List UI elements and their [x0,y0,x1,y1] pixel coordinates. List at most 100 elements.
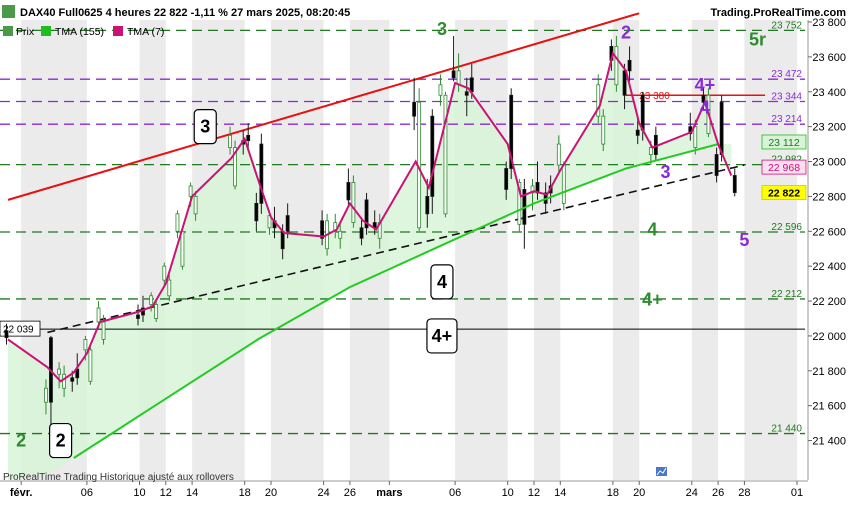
candle-body [530,185,535,194]
x-tick-label: 14 [186,487,198,499]
chart-logo-icon [656,467,667,476]
candle [504,161,509,200]
x-tick-label: 06 [81,487,93,499]
x-tick-label: 01 [791,487,803,499]
candle-body [601,115,606,145]
wave-label: 2 [621,22,631,42]
candle [364,192,369,235]
wave-text: 3 [660,162,670,182]
candle-body [596,84,601,117]
wave-label: 5r [749,29,766,49]
wave-text: 2 [56,431,66,451]
candle [425,178,430,228]
candle-body [180,230,185,267]
candle-body [648,147,653,155]
candle-body [714,154,719,176]
level-label: 22 596 [771,222,802,233]
wave-text: 2 [16,431,26,451]
brand-link[interactable]: Trading.ProRealTime.com [710,7,846,19]
wave-box [430,264,454,300]
tma7-line [7,51,733,383]
candle-body [438,84,443,96]
wave-text: 4 [700,97,710,117]
candle-body [193,195,198,215]
y-tick-label: 22 800 [812,191,846,203]
candle [627,46,632,82]
candle-body [351,182,356,223]
y-tick-label: 21 800 [812,366,846,378]
candle-body [464,91,469,96]
candle-body [359,227,364,239]
candle-body [364,199,369,229]
candle [622,63,627,110]
magenta-square-icon [113,26,123,36]
footer-note: ProRealTime Trading Historique ajusté au… [3,472,234,483]
reference-label: 22 039 [3,325,34,336]
price-tag-label: 22 968 [768,162,800,174]
candle-body [4,330,9,339]
price-tag [761,134,807,150]
candle-body [62,373,66,389]
candle [596,74,601,124]
y-tick-label: 23 800 [812,17,846,29]
y-tick-label: 23 600 [812,52,846,64]
candle [509,88,514,179]
wave-box [193,109,217,145]
y-tick-label: 23 400 [812,87,846,99]
candle-body [88,349,93,382]
tma-area [8,53,732,481]
candle [346,168,351,207]
wave-text: 4 [647,220,657,240]
candle [57,362,61,389]
wave-text: 3 [437,19,447,39]
legend-label-tma155[interactable]: TMA (155) [55,26,104,38]
candle-body [228,134,232,148]
candle [44,379,48,415]
candle-body [425,195,430,215]
candle-body [509,94,514,169]
wave-text: 3 [200,117,210,137]
candle-body [96,307,101,323]
candle-body [167,279,172,297]
price-bars-icon [2,5,15,18]
candle-body [136,314,140,319]
x-tick-label: 26 [344,487,356,499]
level-label: 23 344 [771,92,802,103]
wave-box [426,318,458,354]
x-tick-label: 26 [712,487,724,499]
tma155-line [73,143,719,459]
wave-label: 4+ [426,318,458,354]
candle [561,161,566,211]
background-stripe [534,20,561,480]
candle-body [149,295,154,305]
candle [193,191,198,221]
x-tick-label: 18 [607,487,619,499]
candle [149,292,154,312]
candle [167,274,172,302]
wave-text: 2 [621,22,631,42]
candle-body [346,182,351,201]
candle [732,168,737,197]
candle-body [338,230,343,239]
price-tag-label: 23 112 [768,137,799,149]
x-tick-label: 18 [239,487,251,499]
candle [412,77,417,131]
wave-label: 3 [660,162,670,182]
legend-label-tma7[interactable]: TMA (7) [127,26,164,38]
x-tick-label: 20 [633,487,645,499]
wave-label: 2 [16,431,26,451]
candle [417,88,422,232]
candle [62,365,66,397]
candle-body [233,147,237,187]
legend-label-prix[interactable]: Prix [16,26,35,38]
wave-label: 4+ [695,75,716,95]
wave-label: 4 [430,264,454,300]
candle [464,77,469,117]
level-label: 23 472 [771,69,802,80]
candle-body [259,143,264,204]
legend: Prix TMA (155) TMA (7) [3,26,164,38]
candle-body [188,185,193,197]
candle [443,91,448,218]
wave-label: 4 [700,97,710,117]
